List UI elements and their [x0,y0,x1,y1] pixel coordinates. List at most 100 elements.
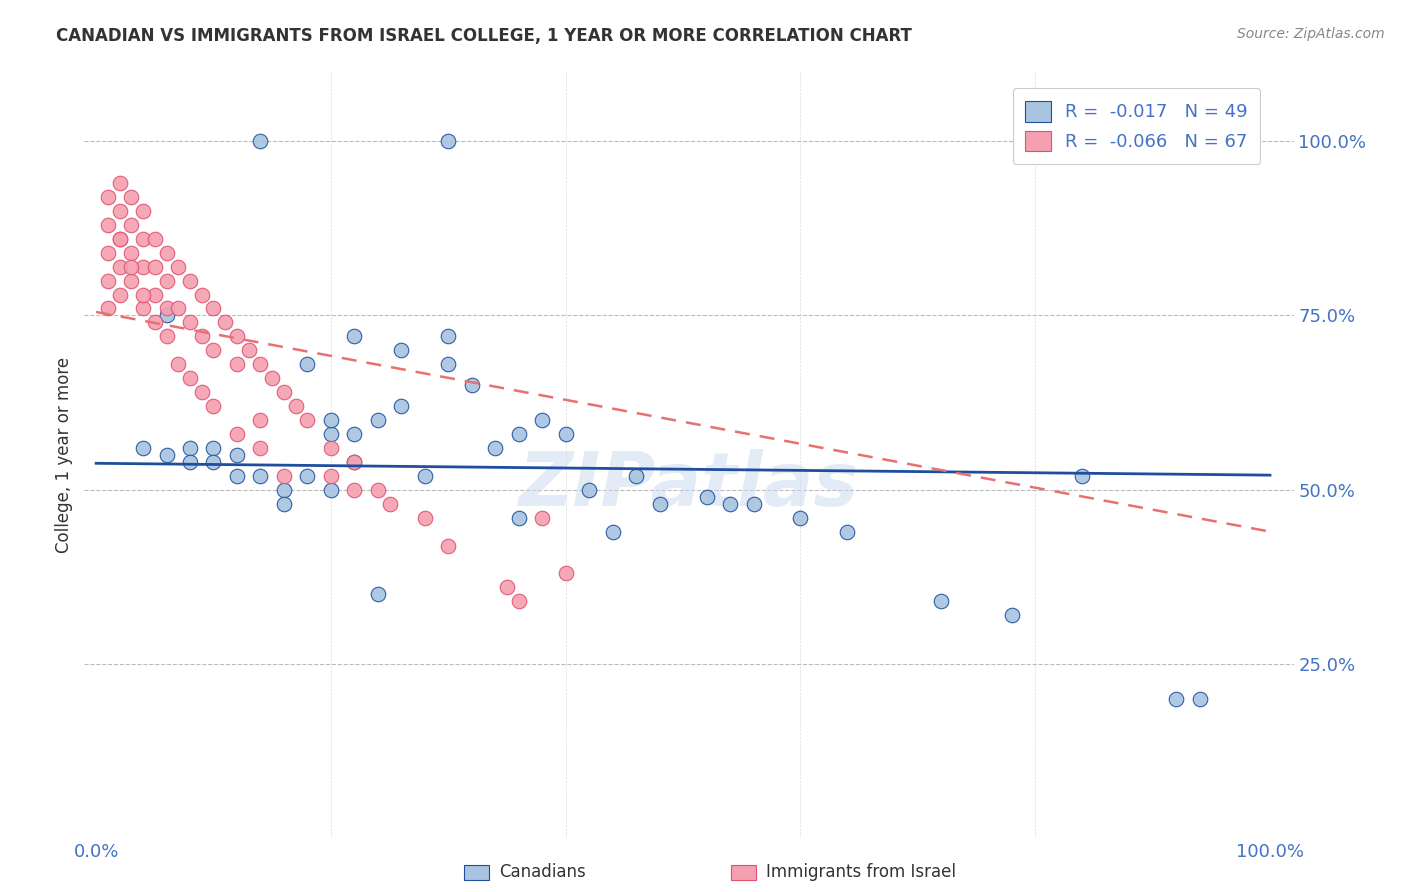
Point [273,385,295,400]
Point [132,260,155,274]
Point [602,524,624,539]
Point [132,232,155,246]
Point [367,587,389,601]
Point [214,315,236,329]
Point [143,232,166,246]
Point [249,357,271,371]
Point [1188,692,1211,706]
Point [319,441,342,455]
Point [297,357,319,371]
Point [143,287,166,301]
Point [179,441,201,455]
Point [297,468,319,483]
Point [624,468,647,483]
Point [190,385,212,400]
Point [484,441,506,455]
Point [97,301,120,316]
Point [343,329,366,343]
Point [97,245,120,260]
Point [1001,608,1024,623]
Point [262,371,284,385]
Y-axis label: College, 1 year or more: College, 1 year or more [55,357,73,553]
Point [648,497,671,511]
Point [249,134,271,148]
Point [132,301,155,316]
Point [143,315,166,329]
Point [367,413,389,427]
Point [367,483,389,497]
Point [789,510,811,524]
Point [273,483,295,497]
Point [179,315,201,329]
Point [155,245,177,260]
Point [437,539,460,553]
Point [202,441,225,455]
Point [179,455,201,469]
Point [202,399,225,413]
Point [108,203,131,218]
Point [508,427,530,442]
Point [319,427,342,442]
Point [226,329,249,343]
Point [461,378,484,392]
Point [437,134,460,148]
Point [273,497,295,511]
Point [389,343,412,358]
Point [97,190,120,204]
Point [155,329,177,343]
Point [508,510,530,524]
Text: CANADIAN VS IMMIGRANTS FROM ISRAEL COLLEGE, 1 YEAR OR MORE CORRELATION CHART: CANADIAN VS IMMIGRANTS FROM ISRAEL COLLE… [56,27,912,45]
Point [413,468,436,483]
Point [238,343,260,358]
Point [120,274,142,288]
Point [343,427,366,442]
Point [167,301,190,316]
Point [273,468,295,483]
Point [120,260,142,274]
Point [108,232,131,246]
Point [167,260,190,274]
Point [837,524,859,539]
Point [179,371,201,385]
Point [554,566,576,581]
Point [343,455,366,469]
Point [531,510,554,524]
Point [226,427,249,442]
Point [202,301,225,316]
Point [120,190,142,204]
Point [496,581,519,595]
Point [202,343,225,358]
Text: Canadians: Canadians [499,863,586,881]
Point [343,483,366,497]
Point [249,413,271,427]
Point [718,497,741,511]
Point [97,274,120,288]
Point [226,357,249,371]
Point [413,510,436,524]
Point [931,594,953,608]
Point [120,218,142,232]
Text: ZIPatlas: ZIPatlas [519,449,859,522]
Point [108,176,131,190]
Point [155,301,177,316]
Point [249,441,271,455]
Point [155,309,177,323]
Point [531,413,554,427]
Point [132,203,155,218]
Point [696,490,718,504]
Point [132,441,155,455]
Point [97,218,120,232]
Point [155,274,177,288]
Point [202,455,225,469]
Point [190,287,212,301]
Point [108,260,131,274]
Point [226,468,249,483]
Point [437,357,460,371]
Point [120,245,142,260]
Point [143,260,166,274]
Point [742,497,765,511]
Point [132,287,155,301]
Point [179,274,201,288]
Point [319,413,342,427]
Text: Immigrants from Israel: Immigrants from Israel [766,863,956,881]
